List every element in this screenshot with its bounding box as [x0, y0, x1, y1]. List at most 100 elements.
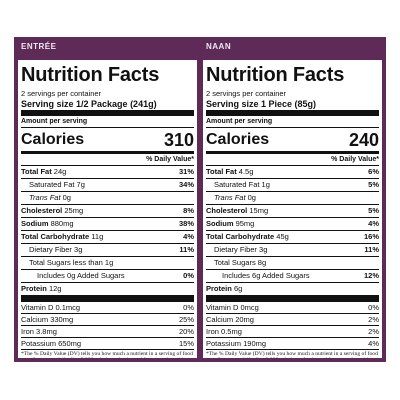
nutrient-dv: 31% — [178, 167, 194, 176]
calories-value: 310 — [163, 130, 194, 150]
nutrient-row: Total Carbohydrate 45g 16% — [206, 230, 379, 243]
nutrient: Includes 0g Added Sugars — [21, 270, 125, 282]
vitamin: Potassium 190mg — [206, 338, 266, 349]
label-header: NAAN — [206, 42, 232, 51]
nutrient: Total Fat 4.5g — [206, 166, 253, 178]
vitamin-row: Vitamin D 0.1mcg 0% — [21, 301, 194, 313]
nutrient: Dietary Fiber 3g — [21, 244, 82, 256]
nutrient-amount: 11g — [91, 232, 104, 241]
nutrient-row: Protein 12g — [21, 282, 194, 295]
nutrient-name: Protein — [206, 284, 232, 293]
calories-label: Calories — [21, 131, 85, 148]
vitamin-name: Iron — [21, 327, 34, 336]
nutrient-name: Saturated Fat — [214, 180, 260, 189]
nutrient-name: Total Fat — [206, 167, 237, 176]
nutrient-name: Trans Fat — [29, 193, 61, 202]
nutrient: Cholesterol 25mg — [21, 205, 83, 217]
nutrient-row: Includes 6g Added Sugars 12% — [206, 269, 379, 282]
nutrient-name: Total Fat — [21, 167, 52, 176]
vitamin: Iron 3.8mg — [21, 326, 57, 337]
vitamin-name: Calcium — [21, 315, 49, 324]
nutrient-row: Cholesterol 25mg 8% — [21, 204, 194, 217]
vitamin-amount: 3.8mg — [36, 327, 57, 336]
nutrient-row: Total Sugars less than 1g — [21, 256, 194, 269]
vitamin-amount: 20mg — [235, 315, 254, 324]
nutrient-name: Sodium — [206, 219, 234, 228]
dv-header: % Daily Value* — [331, 156, 379, 163]
nutrient-row: Sodium 95mg 4% — [206, 217, 379, 230]
nutrient-dv: 11% — [179, 245, 194, 254]
vitamin-row: Calcium 330mg 25% — [21, 313, 194, 325]
calories-row: Calories 240 — [206, 127, 379, 150]
nutrient-row: Total Fat 4.5g 6% — [206, 165, 379, 178]
nutrient-amount: 1g — [261, 180, 270, 189]
vitamin: Iron 0.5mg — [206, 326, 242, 337]
nutrient-name: Total Sugars — [29, 258, 71, 267]
nutrient-amount: 12g — [48, 284, 62, 293]
servings: 2 servings per container — [21, 89, 102, 98]
vitamin-dv: 15% — [178, 339, 194, 348]
nutrient-amount: 6g — [233, 284, 243, 293]
nutrient-amount: 95mg — [235, 219, 255, 228]
nutrient-dv: 8% — [183, 206, 194, 215]
nutrient-name: Cholesterol — [206, 206, 248, 215]
nutrient-amount: 880mg — [50, 219, 74, 228]
nutrient-dv: 38% — [178, 219, 194, 228]
vitamin-dv: 2% — [368, 315, 379, 324]
nutrient-dv: 11% — [364, 245, 379, 254]
nutrient-row: Protein 6g — [206, 282, 379, 295]
vitamin-amount: 0.1mcg — [55, 303, 81, 312]
vitamin-amount: 650mg — [58, 339, 82, 348]
nutrient-row: Includes 0g Added Sugars 0% — [21, 269, 194, 282]
nutrient-dv: 5% — [368, 206, 379, 215]
nutrient-row: Cholesterol 15mg 5% — [206, 204, 379, 217]
vitamin-row: Iron 0.5mg 2% — [206, 325, 379, 337]
vitamin-dv: 2% — [368, 327, 379, 336]
nutrient-dv: 5% — [368, 180, 379, 189]
nutrient-row: Total Sugars 8g — [206, 256, 379, 269]
vitamin-name: Calcium — [206, 315, 234, 324]
nutrient-amount: 24g — [53, 167, 67, 176]
vitamin-dv: 0% — [183, 303, 194, 312]
nutrient-row: Dietary Fiber 3g 11% — [21, 243, 194, 256]
vitamin: Potassium 650mg — [21, 338, 81, 349]
label-header: ENTRÉE — [21, 42, 57, 51]
servings: 2 servings per container — [206, 89, 287, 98]
divider — [206, 110, 379, 116]
nutrient-name: Sodium — [21, 219, 49, 228]
nutrient-row: Dietary Fiber 3g 11% — [206, 243, 379, 256]
nutrient-name: Includes — [37, 271, 65, 280]
serving-size: Serving size 1 Piece (85g) — [206, 99, 317, 109]
nutrient-name: Includes — [222, 271, 250, 280]
nutrient: Includes 6g Added Sugars — [206, 270, 310, 282]
nutrient-dv: 4% — [183, 232, 194, 241]
nutrient-row: Total Carbohydrate 11g 4% — [21, 230, 194, 243]
footnote: *The % Daily Value (DV) tells you how mu… — [206, 349, 379, 358]
vitamin-dv: 0% — [368, 303, 379, 312]
vitamin-name: Vitamin D — [21, 303, 54, 312]
nutrient-name: Trans Fat — [214, 193, 246, 202]
nutrient-name: Dietary Fiber — [29, 245, 72, 254]
divider — [21, 110, 194, 116]
nutrient-row: Total Fat 24g 31% — [21, 165, 194, 178]
nutrient: Sodium 95mg — [206, 218, 254, 230]
nutrient: Saturated Fat 7g — [21, 179, 85, 191]
nutrient-row: Saturated Fat 7g 34% — [21, 178, 194, 191]
nutrient: Trans Fat 0g — [21, 192, 71, 204]
nutrient-dv: 16% — [363, 232, 379, 241]
nutrient-amount: 6g Added Sugars — [252, 271, 310, 280]
nutrient-row: Sodium 880mg 38% — [21, 217, 194, 230]
calories-label: Calories — [206, 131, 270, 148]
nutrient: Trans Fat 0g — [206, 192, 256, 204]
nutrient: Cholesterol 15mg — [206, 205, 268, 217]
nutrient-name: Cholesterol — [21, 206, 63, 215]
nutrient-dv: 4% — [368, 219, 379, 228]
nutrient-dv: 34% — [178, 180, 194, 189]
nutrient-amount: 45g — [276, 232, 289, 241]
vitamin-name: Iron — [206, 327, 219, 336]
amount-per-serving: Amount per serving — [21, 118, 88, 125]
nutrient: Saturated Fat 1g — [206, 179, 270, 191]
nutrient: Protein 6g — [206, 283, 242, 295]
vitamin-amount: 330mg — [50, 315, 74, 324]
nutrient-amount: 0g Added Sugars — [67, 271, 125, 280]
